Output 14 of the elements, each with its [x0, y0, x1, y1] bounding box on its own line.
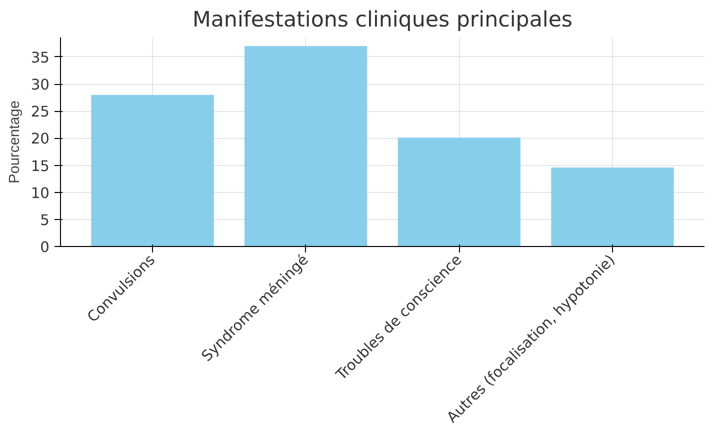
y-tick-label: 30 — [30, 76, 50, 94]
bar — [398, 138, 520, 246]
y-tick-label: 25 — [30, 104, 50, 121]
bar — [91, 94, 214, 246]
y-tick-label: 5 — [40, 212, 50, 229]
y-tick-label: 35 — [30, 49, 50, 66]
y-tick-label: 10 — [30, 184, 50, 202]
y-tick-label: 15 — [30, 158, 50, 175]
bar — [551, 167, 674, 246]
bar — [244, 46, 368, 246]
chart-title: Manifestations cliniques principales — [192, 8, 573, 32]
y-axis-title: Pourcentage — [6, 100, 23, 184]
y-tick-label: 0 — [40, 239, 50, 256]
y-tick-label: 20 — [30, 130, 50, 148]
